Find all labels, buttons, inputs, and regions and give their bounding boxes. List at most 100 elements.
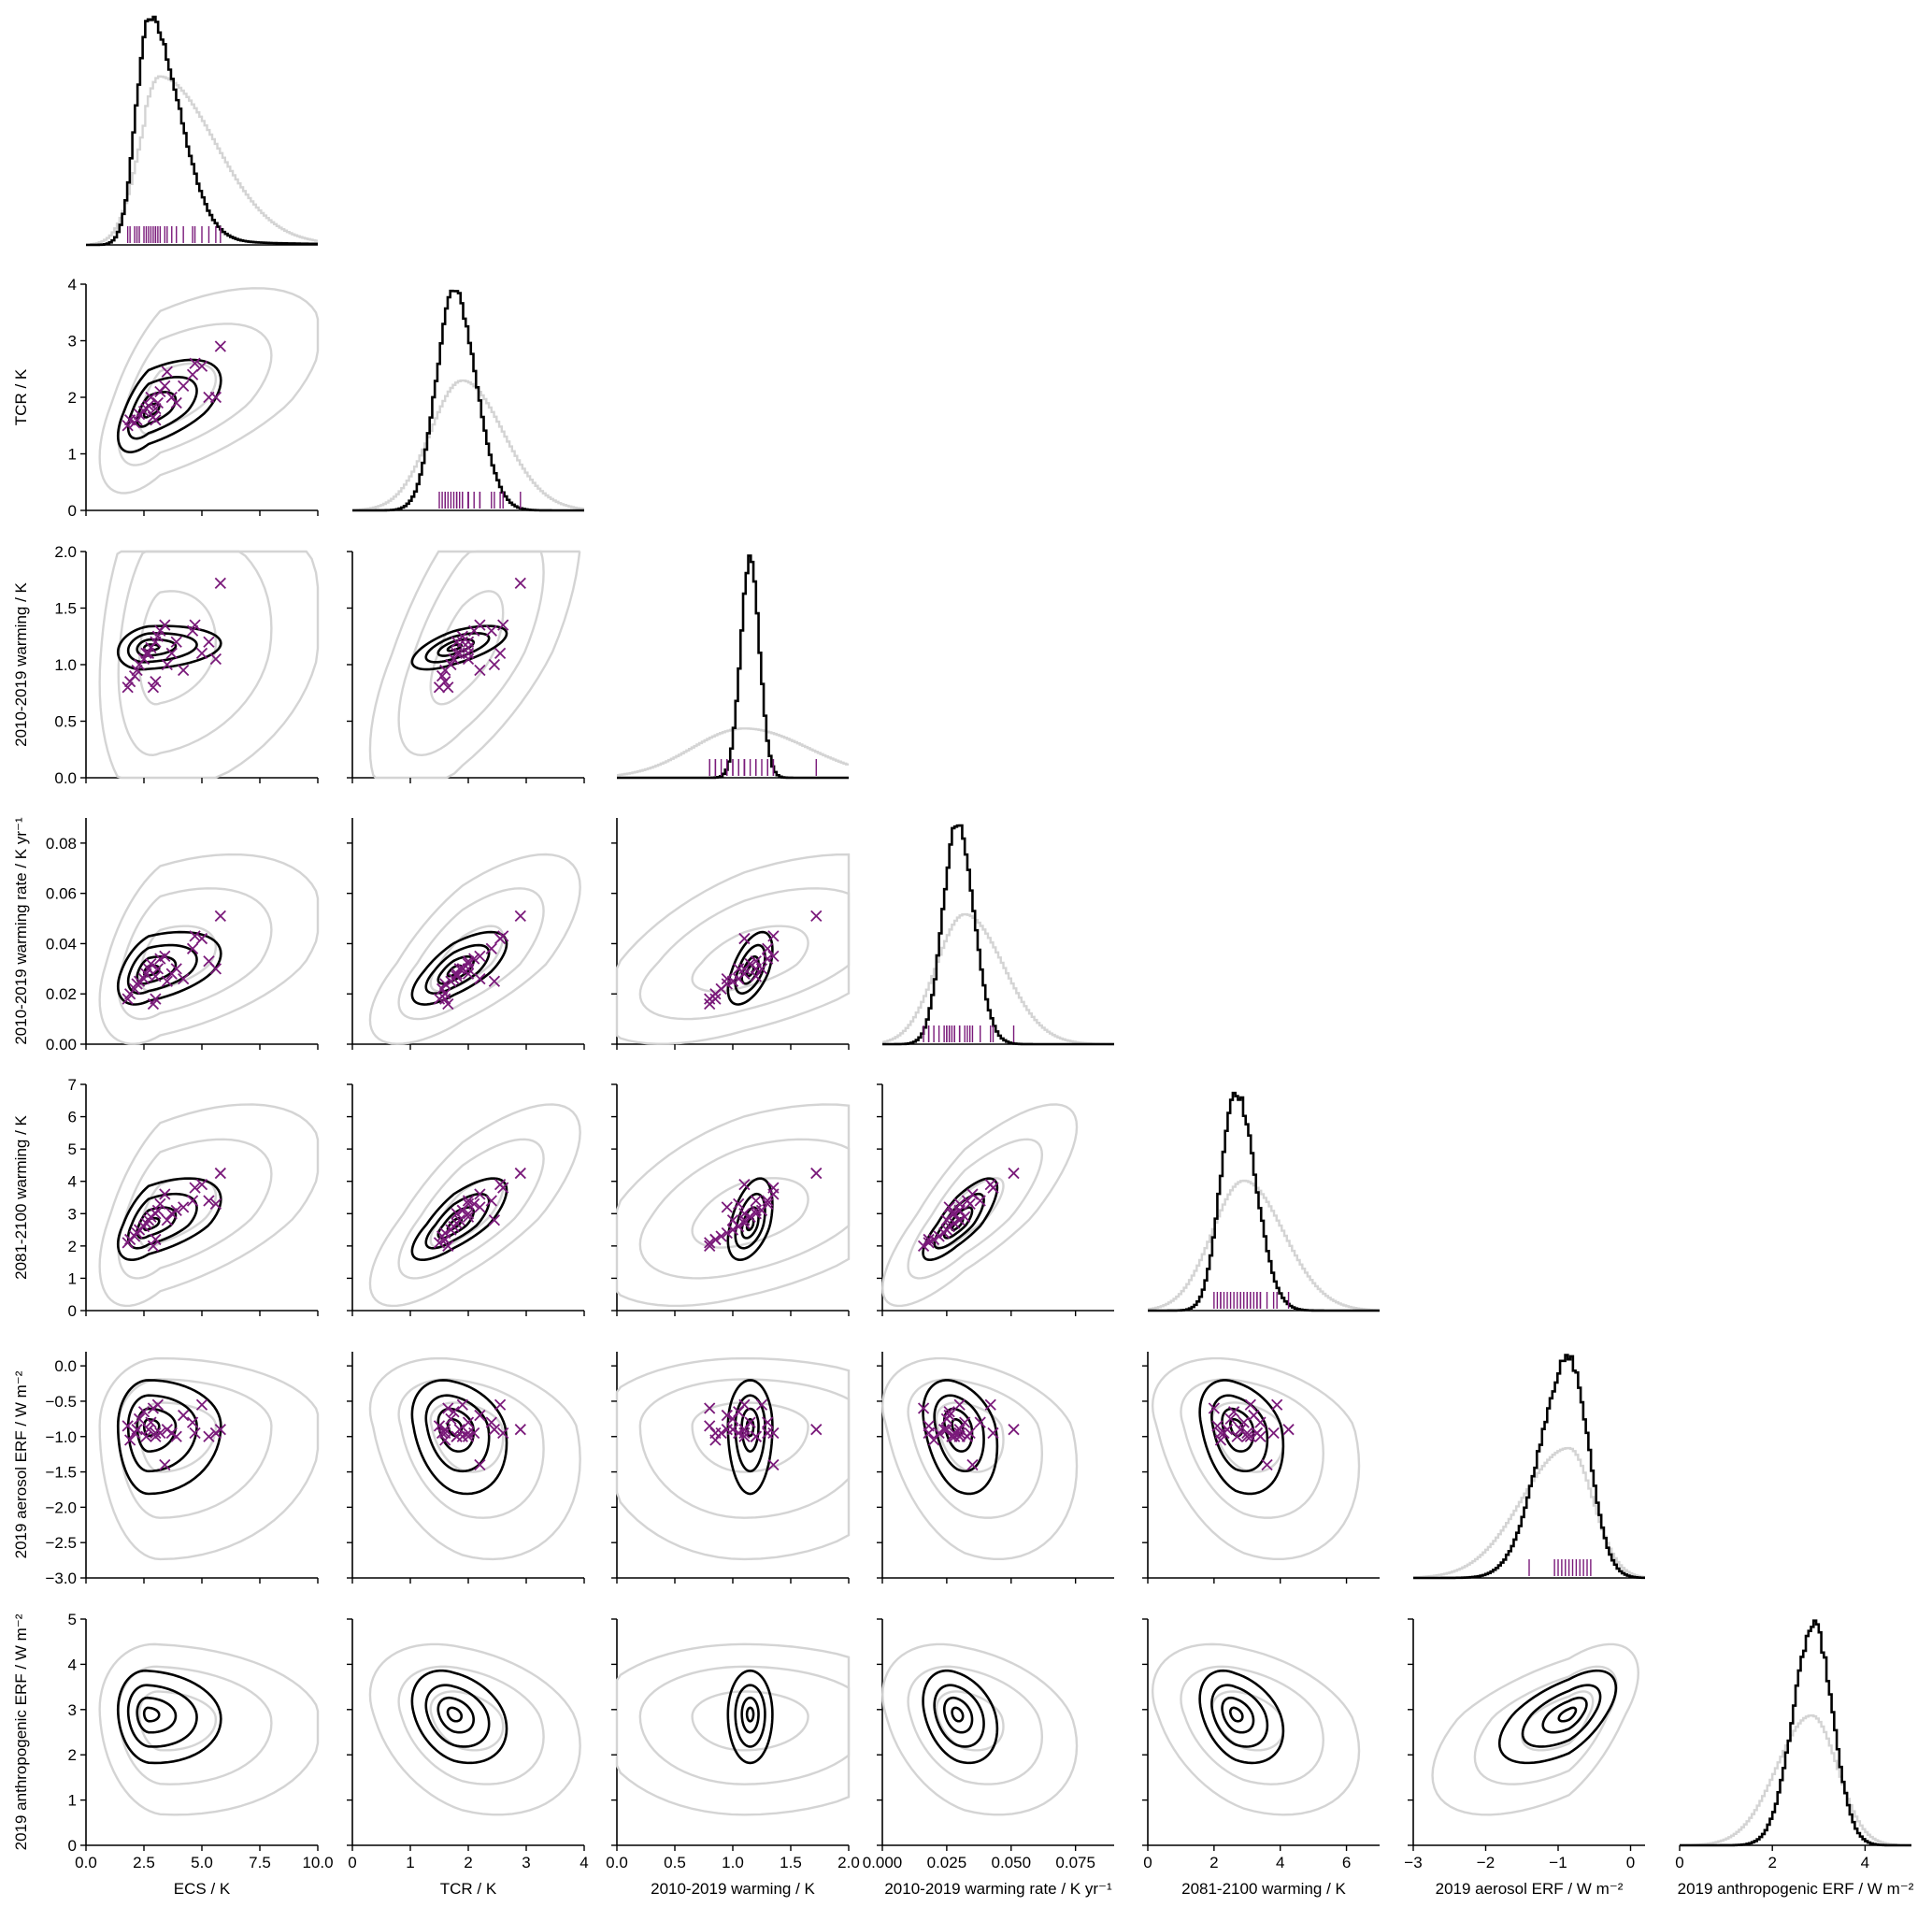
posterior-contour — [734, 1684, 766, 1748]
model-marker — [485, 1416, 497, 1428]
model-marker — [462, 1416, 475, 1428]
model-marker — [733, 1406, 745, 1418]
model-marker — [485, 1195, 497, 1207]
prior-contour — [638, 887, 851, 1021]
model-marker — [195, 1179, 208, 1191]
model-marker — [959, 1211, 971, 1223]
posterior-contour — [734, 1192, 766, 1250]
posterior-contour — [933, 1394, 985, 1473]
pair-panel-4-0: 0 1 2 3 4 5 6 7 2081-2100 warming / K — [12, 1076, 320, 1320]
pair-panel-4-1 — [347, 1083, 585, 1316]
model-marker — [145, 1416, 157, 1428]
x-tick-label: 1.5 — [780, 1854, 802, 1871]
histogram-panel-3 — [882, 824, 1114, 1046]
prior-contour — [1151, 1642, 1361, 1816]
model-marker — [161, 658, 173, 671]
y-tick-label: 0.04 — [46, 935, 77, 953]
model-marker — [439, 1427, 451, 1440]
model-marker — [468, 953, 480, 965]
model-marker — [142, 399, 155, 412]
prior-contour — [368, 1356, 581, 1561]
model-marker — [151, 396, 165, 409]
posterior-contour — [1497, 1669, 1618, 1765]
model-marker — [462, 647, 475, 660]
prior-contour — [397, 1378, 545, 1519]
prior-contour — [907, 1138, 1044, 1280]
model-marker — [145, 391, 157, 404]
posterior-contour — [951, 1706, 965, 1723]
model-marker — [178, 380, 190, 393]
model-marker — [514, 1167, 526, 1180]
model-marker — [474, 972, 486, 985]
model-marker — [709, 993, 722, 1005]
posterior-contour — [1210, 1684, 1269, 1748]
model-marker — [433, 1420, 446, 1432]
prior-contour — [117, 550, 273, 756]
y-tick-label: −1.0 — [45, 1428, 77, 1446]
posterior-contour — [1229, 1706, 1244, 1723]
model-marker — [474, 664, 486, 677]
histogram-panel-0 — [86, 15, 318, 247]
prior-contour — [691, 1690, 809, 1752]
model-marker — [927, 1233, 940, 1246]
model-marker — [762, 953, 774, 965]
x-tick-label: 10.0 — [302, 1854, 333, 1871]
model-marker — [721, 972, 733, 985]
prior-contour — [368, 1103, 581, 1308]
model-marker — [738, 1179, 751, 1191]
x-axis-label: 2019 anthropogenic ERF / W m⁻² — [1678, 1880, 1914, 1898]
model-marker — [462, 1430, 475, 1442]
model-marker — [154, 1197, 166, 1211]
model-marker — [1008, 1167, 1020, 1180]
model-marker — [810, 910, 823, 923]
x-tick-label: 6 — [1342, 1854, 1351, 1871]
model-marker — [151, 1398, 165, 1411]
model-marker — [946, 1208, 958, 1220]
posterior-contour — [436, 1407, 476, 1453]
pair-panel-6-2: 0.0 0.5 1.0 1.5 2.0 2010-2019 warming / K — [606, 1618, 860, 1898]
y-axis-label: TCR / K — [12, 368, 30, 425]
prior-contour — [137, 925, 218, 993]
prior-contour — [615, 853, 851, 1045]
model-marker — [145, 957, 157, 970]
y-tick-label: 0.0 — [54, 769, 77, 787]
x-axis-label: TCR / K — [440, 1880, 497, 1898]
model-marker — [738, 1424, 751, 1436]
x-tick-label: 2.0 — [837, 1854, 860, 1871]
posterior-contour — [142, 402, 161, 419]
model-marker — [494, 1179, 507, 1191]
model-marker — [704, 1420, 716, 1432]
prior-contour — [881, 1103, 1079, 1308]
model-marker — [456, 1398, 468, 1411]
model-marker — [750, 1204, 762, 1216]
prior-contour — [98, 853, 320, 1045]
histogram-panel-1 — [352, 289, 584, 512]
x-tick-label: −1 — [1549, 1854, 1567, 1871]
model-marker — [1238, 1416, 1250, 1428]
model-marker — [209, 652, 222, 666]
y-axis-label: 2010-2019 warming rate / K yr⁻¹ — [12, 817, 30, 1045]
model-marker — [494, 932, 507, 945]
y-tick-label: 2 — [68, 1238, 77, 1255]
y-tick-label: 0.06 — [46, 885, 77, 903]
model-marker — [154, 1427, 166, 1440]
model-marker — [949, 1208, 961, 1220]
prior-contour — [397, 1665, 545, 1785]
posterior-contour — [922, 1177, 999, 1262]
x-tick-label: 0 — [348, 1854, 356, 1871]
y-axis-label: 2010-2019 warming / K — [12, 581, 30, 746]
model-marker — [709, 1233, 722, 1246]
model-marker — [488, 975, 501, 987]
y-tick-label: 1.5 — [54, 600, 77, 618]
model-marker — [214, 910, 226, 923]
pair-panel-3-1 — [347, 818, 585, 1050]
y-tick-label: 3 — [68, 1205, 77, 1223]
model-marker — [159, 1188, 171, 1200]
model-marker — [738, 932, 751, 945]
model-marker — [767, 950, 780, 963]
y-tick-label: 0.00 — [46, 1036, 77, 1054]
y-axis-label: 2081-2100 warming / K — [12, 1114, 30, 1279]
model-marker — [726, 975, 739, 987]
model-marker — [170, 1430, 182, 1442]
